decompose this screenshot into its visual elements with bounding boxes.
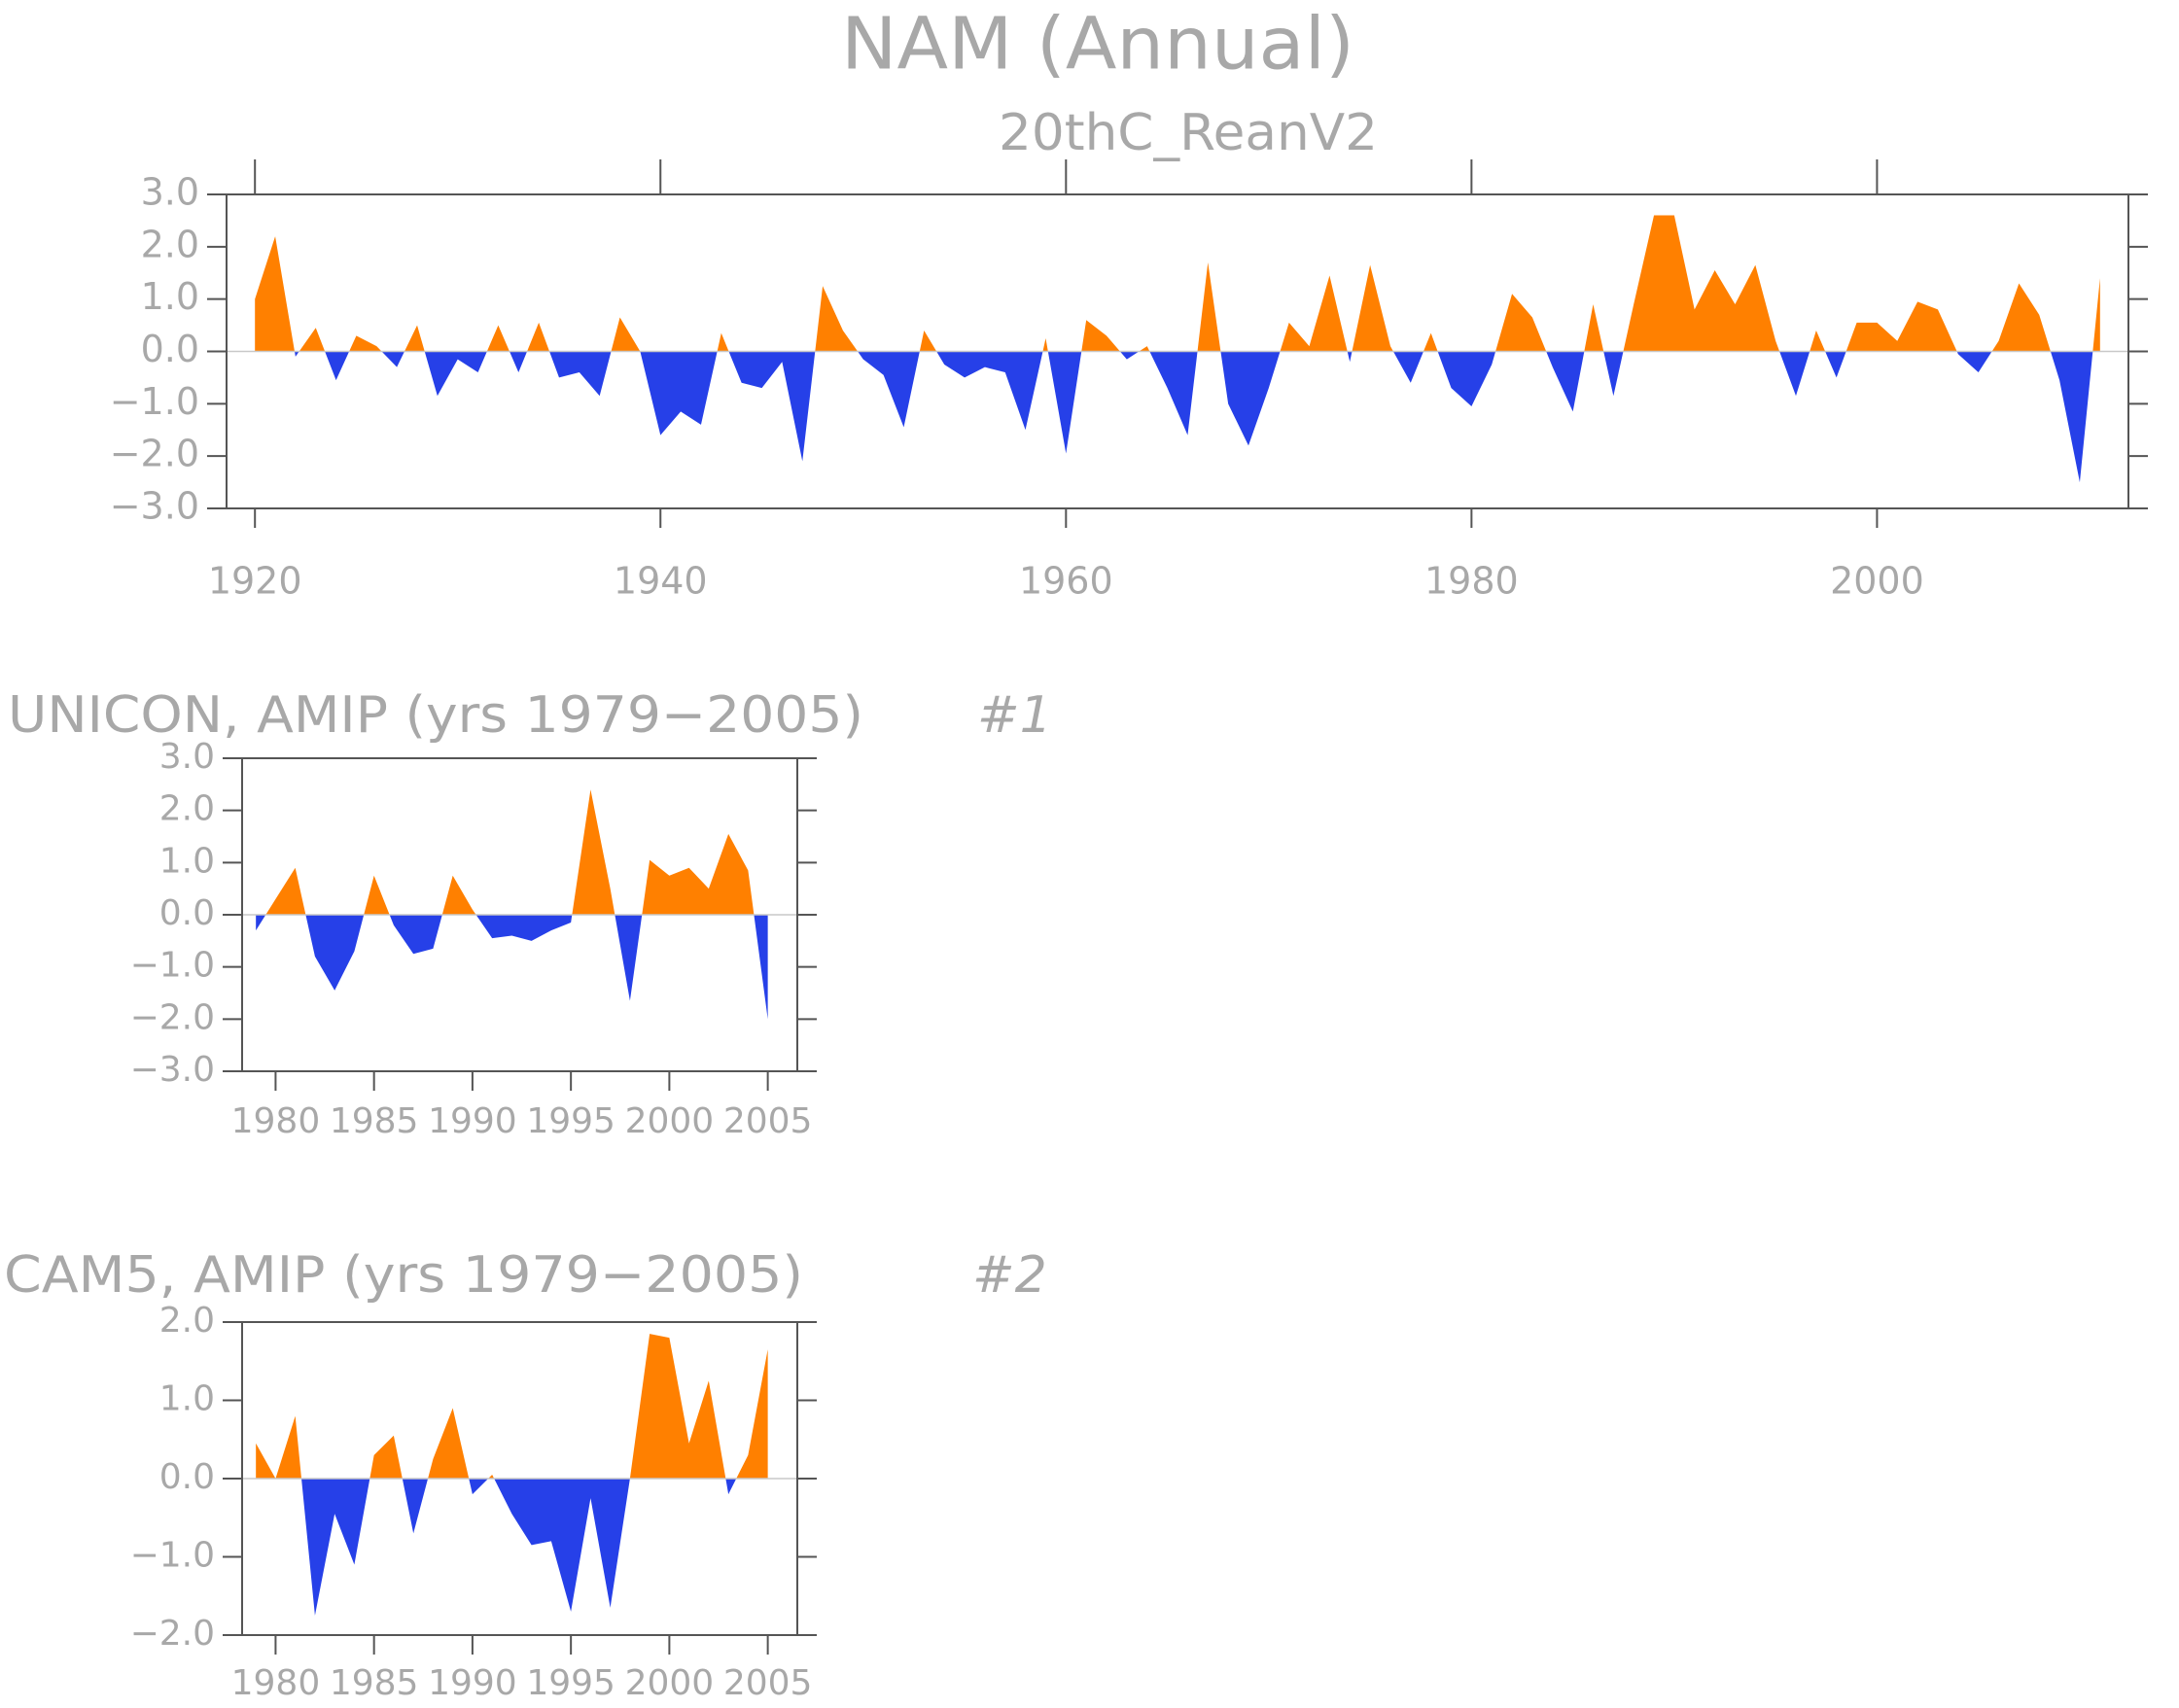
x-tick-label: 1985 — [330, 1663, 419, 1703]
chart-title: UNICON, AMIP (yrs 1979−2005) — [8, 686, 863, 745]
negative-area — [255, 351, 2100, 483]
y-tick-label: −2.0 — [110, 433, 199, 475]
y-tick-label: 1.0 — [159, 841, 215, 881]
panel-label: #1 — [977, 686, 1052, 745]
y-tick-label: 0.0 — [159, 1457, 215, 1497]
negative-area — [256, 1479, 768, 1616]
y-tick-label: 2.0 — [159, 1301, 215, 1341]
x-tick-label: 1960 — [1019, 560, 1113, 603]
negative-area — [256, 915, 768, 1020]
x-tick-label: 2005 — [723, 1663, 813, 1703]
positive-area — [256, 1334, 768, 1479]
x-tick-label: 1995 — [526, 1663, 615, 1703]
panel-label: #2 — [972, 1246, 1047, 1305]
x-tick-label: 1940 — [614, 560, 708, 603]
y-tick-label: −1.0 — [110, 380, 199, 423]
x-tick-label: 1920 — [208, 560, 302, 603]
x-tick-label: 1980 — [231, 1101, 321, 1141]
positive-area — [255, 215, 2100, 352]
x-tick-label: 1980 — [1424, 560, 1519, 603]
y-tick-label: 3.0 — [159, 737, 215, 777]
chart-subtitle: 20thC_ReanV2 — [999, 104, 1378, 162]
chart-title: NAM (Annual) — [841, 3, 1354, 87]
y-tick-label: 3.0 — [141, 171, 199, 214]
y-tick-label: −3.0 — [110, 485, 199, 528]
x-tick-label: 2005 — [723, 1101, 813, 1141]
x-tick-label: 2000 — [625, 1101, 715, 1141]
y-tick-label: 1.0 — [141, 275, 199, 318]
y-tick-label: −1.0 — [130, 946, 215, 986]
x-tick-label: 1995 — [526, 1101, 615, 1141]
positive-area — [256, 789, 768, 915]
y-tick-label: −2.0 — [130, 1614, 215, 1654]
chart-title: CAM5, AMIP (yrs 1979−2005) — [4, 1246, 803, 1305]
x-tick-label: 1990 — [428, 1101, 517, 1141]
y-tick-label: 0.0 — [141, 328, 199, 370]
y-tick-label: −2.0 — [130, 997, 215, 1037]
y-tick-label: 2.0 — [141, 223, 199, 265]
y-tick-label: −3.0 — [130, 1050, 215, 1090]
x-tick-label: 1985 — [330, 1101, 419, 1141]
x-tick-label: 2000 — [1830, 560, 1924, 603]
y-tick-label: −1.0 — [130, 1536, 215, 1576]
x-tick-label: 1980 — [231, 1663, 321, 1703]
y-tick-label: 2.0 — [159, 789, 215, 829]
y-tick-label: 0.0 — [159, 893, 215, 933]
x-tick-label: 1990 — [428, 1663, 517, 1703]
x-tick-label: 2000 — [625, 1663, 715, 1703]
y-tick-label: 1.0 — [159, 1379, 215, 1419]
